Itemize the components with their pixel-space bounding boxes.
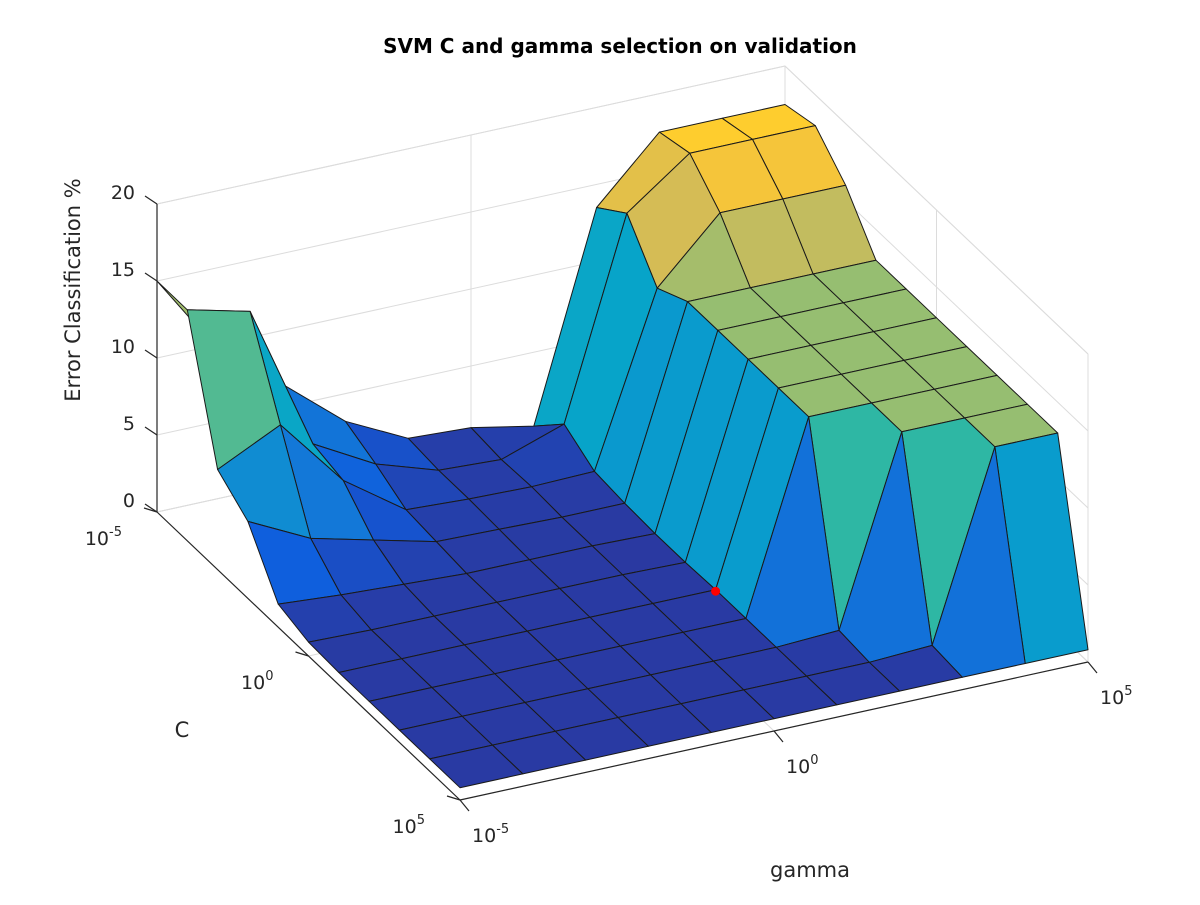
gamma-tick-label: 10-5 — [472, 822, 509, 847]
C-tick-mark — [446, 795, 461, 801]
z-tick-mark — [144, 272, 158, 282]
C-tick-label: 100 — [241, 669, 273, 694]
z-tick-label: 5 — [123, 413, 135, 435]
chart-title: SVM C and gamma selection on validation — [383, 34, 857, 58]
y-axis-label: C — [175, 718, 190, 742]
z-tick-mark — [144, 503, 158, 513]
C-tick-label: 10-5 — [85, 525, 122, 550]
z-tick-label: 10 — [111, 336, 135, 358]
surface-patch — [429, 744, 524, 789]
x-axis-label: gamma — [770, 858, 850, 882]
z-tick-mark — [144, 349, 158, 359]
surface-layer — [156, 104, 1089, 789]
best-point-marker — [711, 586, 721, 596]
C-tick-label: 105 — [393, 813, 425, 838]
C-tick-mark — [295, 651, 309, 657]
z-tick-mark — [144, 426, 158, 436]
gamma-tick-mark — [773, 730, 784, 743]
gamma-tick-mark — [459, 799, 470, 812]
z-axis-label: Error Classification % — [61, 178, 85, 401]
z-tick-label: 20 — [111, 182, 135, 204]
C-tick-mark — [143, 507, 158, 513]
gamma-tick-label: 100 — [786, 753, 818, 778]
gamma-tick-mark — [1087, 661, 1098, 674]
z-tick-label: 15 — [111, 259, 135, 281]
axes-layer: 0 5 10 15 20 10-5 100 105 10-5 100 105 — [85, 182, 1133, 847]
gamma-tick-label: 105 — [1100, 684, 1132, 709]
z-tick-label: 0 — [123, 490, 135, 512]
z-tick-mark — [144, 195, 158, 205]
